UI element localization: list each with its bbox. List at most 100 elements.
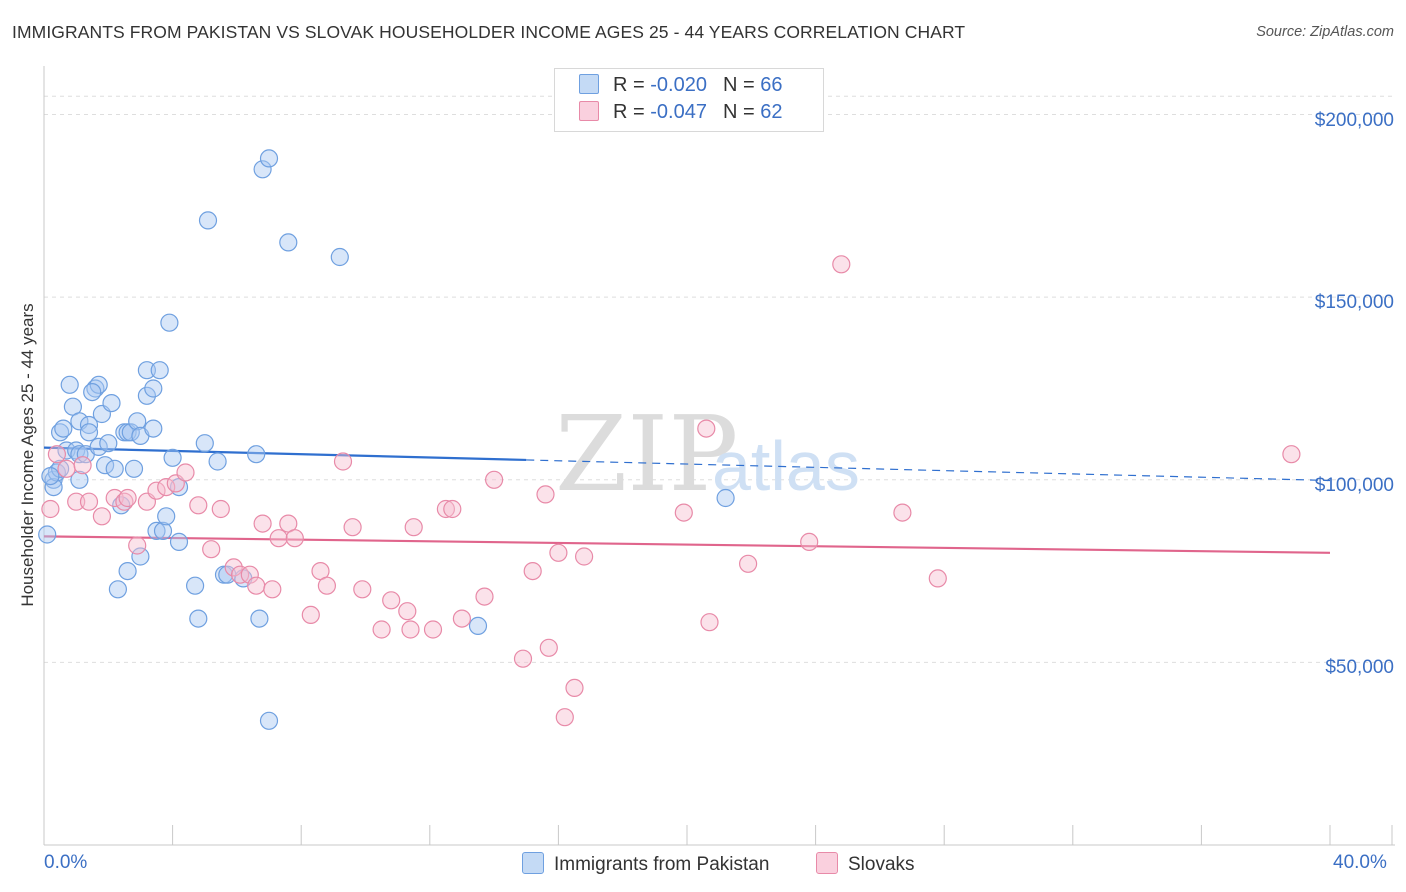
x-tick-label-max: 40.0% <box>1333 852 1387 873</box>
series-legend-slovaks[interactable]: Slovaks <box>816 852 915 876</box>
n-value-pakistan: 66 <box>760 74 783 96</box>
legend-swatch-blue <box>579 74 599 94</box>
correlation-legend: R = -0.020 N = 66 R = -0.047 N = 62 <box>554 68 824 132</box>
point-1-45 <box>523 561 542 581</box>
point-0-50 <box>198 211 218 230</box>
source-label: Source: ZipAtlas.com <box>1256 24 1394 40</box>
point-1-46 <box>536 485 555 504</box>
point-1-1 <box>47 445 67 464</box>
trend-solid-1 <box>43 535 1331 554</box>
point-0-41 <box>153 521 173 541</box>
point-0-57 <box>253 160 272 179</box>
point-1-18 <box>224 558 243 577</box>
point-1-37 <box>404 518 423 537</box>
point-1-38 <box>423 620 443 639</box>
point-0-61 <box>330 247 349 267</box>
point-1-2 <box>57 459 76 478</box>
legend-row-slovaks: R = -0.047 N = 62 <box>579 101 782 127</box>
point-0-2 <box>44 478 63 497</box>
series-swatch-pink <box>816 852 838 874</box>
point-0-4 <box>50 459 70 478</box>
point-0-40 <box>150 361 169 380</box>
point-0-43 <box>160 313 179 332</box>
point-0-39 <box>147 521 166 541</box>
point-1-26 <box>285 529 304 548</box>
watermark-zip: ZIP <box>555 393 738 515</box>
point-1-20 <box>240 565 259 584</box>
point-1-31 <box>343 518 362 537</box>
point-1-42 <box>475 587 494 606</box>
point-0-11 <box>70 445 89 464</box>
point-0-55 <box>247 445 266 464</box>
point-1-8 <box>118 488 137 508</box>
point-0-19 <box>89 437 108 456</box>
point-0-47 <box>186 576 205 595</box>
point-1-15 <box>189 496 208 515</box>
point-1-9 <box>128 536 147 555</box>
point-0-30 <box>118 561 137 581</box>
point-1-50 <box>565 678 584 698</box>
point-1-33 <box>372 620 391 639</box>
point-0-51 <box>208 452 227 471</box>
point-0-6 <box>54 419 73 438</box>
point-1-30 <box>333 452 353 471</box>
point-1-58 <box>893 503 912 522</box>
point-0-48 <box>189 609 208 628</box>
legend-swatch-pink <box>579 101 599 121</box>
x-tick-label-min: 0.0% <box>44 852 88 873</box>
series-name-slovaks: Slovaks <box>848 854 915 875</box>
point-0-38 <box>144 419 163 438</box>
point-0-34 <box>131 547 150 566</box>
point-0-15 <box>79 415 99 435</box>
point-0-62 <box>468 616 488 636</box>
point-0-60 <box>279 233 298 252</box>
point-0-18 <box>89 375 108 394</box>
point-0-21 <box>95 456 115 475</box>
series-legend-pakistan[interactable]: Immigrants from Pakistan <box>522 852 769 876</box>
point-1-56 <box>800 532 819 552</box>
data-points <box>38 149 1301 730</box>
point-1-14 <box>176 463 195 482</box>
point-0-42 <box>157 507 176 526</box>
point-0-16 <box>79 423 99 442</box>
y-tick-label-1: $100,000 <box>1314 474 1394 496</box>
r-value-pakistan: -0.020 <box>650 74 707 96</box>
point-0-49 <box>195 434 214 453</box>
point-0-29 <box>121 423 140 442</box>
y-tick-label-0: $50,000 <box>1325 657 1394 679</box>
point-1-29 <box>317 576 336 595</box>
point-0-0 <box>38 525 57 544</box>
point-1-41 <box>452 609 471 628</box>
point-0-36 <box>137 361 156 380</box>
point-1-22 <box>253 514 272 533</box>
point-0-44 <box>163 448 182 467</box>
point-1-3 <box>67 492 86 511</box>
point-1-54 <box>700 613 719 632</box>
point-1-49 <box>555 708 574 727</box>
point-1-27 <box>301 605 320 625</box>
point-1-34 <box>382 591 401 610</box>
point-1-6 <box>105 488 124 508</box>
point-1-44 <box>513 649 533 668</box>
point-1-61 <box>73 456 92 475</box>
point-1-32 <box>353 580 372 599</box>
point-0-64 <box>41 467 60 486</box>
point-1-19 <box>231 565 250 584</box>
chart-title: IMMIGRANTS FROM PAKISTAN VS SLOVAK HOUSE… <box>12 22 966 42</box>
point-0-37 <box>144 379 163 398</box>
point-0-24 <box>105 459 124 478</box>
y-tick-label-2: $150,000 <box>1314 292 1394 314</box>
series-points-0 <box>38 149 735 730</box>
point-0-22 <box>99 434 118 453</box>
r-value-slovaks: -0.047 <box>650 101 707 123</box>
point-0-13 <box>70 470 89 489</box>
point-1-39 <box>436 499 455 519</box>
point-1-47 <box>539 638 558 657</box>
point-0-35 <box>137 386 156 405</box>
point-1-48 <box>549 543 568 562</box>
point-1-11 <box>147 481 166 500</box>
point-0-56 <box>250 609 269 628</box>
y-tick-label-3: $200,000 <box>1314 109 1394 131</box>
point-1-12 <box>157 478 176 497</box>
